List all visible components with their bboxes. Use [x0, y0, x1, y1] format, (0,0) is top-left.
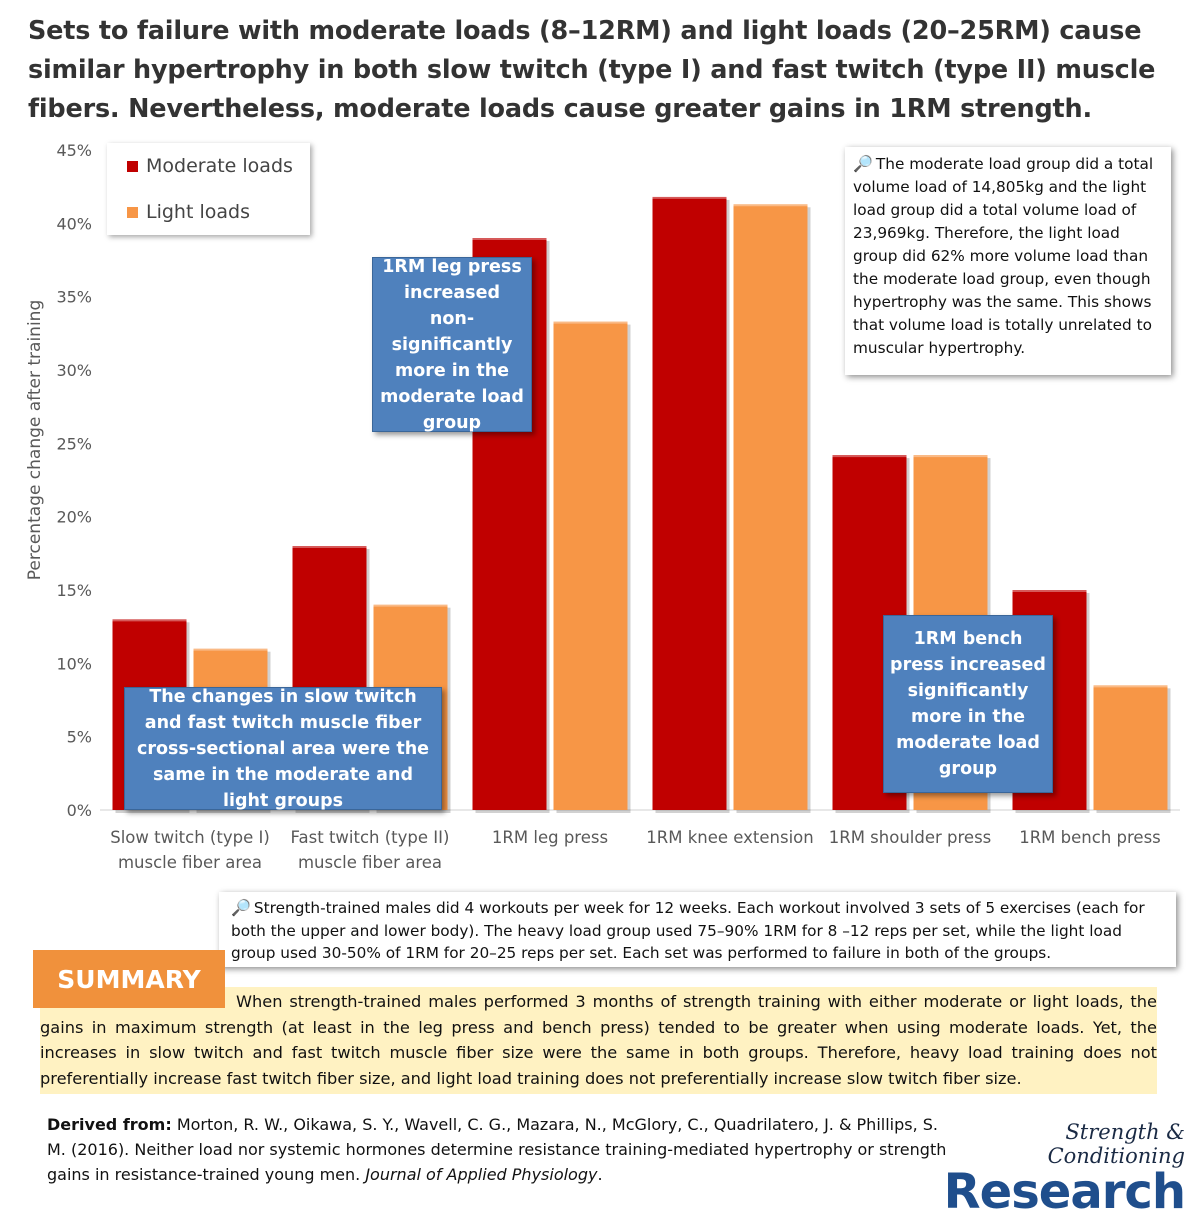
- y-tick-label: 10%: [56, 654, 92, 673]
- y-tick-label: 20%: [56, 508, 92, 527]
- volume-note-text: The moderate load group did a total volu…: [853, 155, 1154, 357]
- methods-note-text: Strength-trained males did 4 workouts pe…: [231, 899, 1145, 962]
- citation: Derived from: Morton, R. W., Oikawa, S. …: [47, 1112, 947, 1187]
- y-tick-label: 0%: [67, 801, 92, 820]
- volume-note: 🔎 The moderate load group did a total vol…: [845, 147, 1171, 375]
- logo-bottom: Research: [943, 1164, 1186, 1220]
- citation-label: Derived from:: [47, 1115, 172, 1134]
- chart-title: Sets to failure with moderate loads (8–1…: [28, 16, 1156, 124]
- y-tick-label: 40%: [56, 214, 92, 233]
- legend-item-light: Light loads: [127, 201, 250, 223]
- methods-note: 🔎 Strength-trained males did 4 workouts p…: [219, 892, 1176, 967]
- legend-item-moderate: Moderate loads: [127, 155, 293, 177]
- y-tick-label: 30%: [56, 361, 92, 380]
- y-tick-label: 25%: [56, 434, 92, 453]
- x-tick-label: 1RM bench press: [1019, 828, 1161, 847]
- y-tick-label: 5%: [67, 728, 92, 747]
- callout-bench-press-text: 1RM bench press increased significantly …: [890, 629, 1046, 779]
- y-tick-label: 45%: [56, 141, 92, 160]
- x-tick-label: Fast twitch (type II): [291, 828, 450, 847]
- bar-light: [553, 321, 628, 810]
- bar-light: [1093, 685, 1168, 810]
- magnifier-icon: 🔎: [231, 898, 251, 917]
- summary-background: [40, 987, 1157, 1094]
- summary-text: When strength-trained males performed 3 …: [40, 992, 1157, 1088]
- logo-top: Strength & Conditioning: [1047, 1120, 1185, 1168]
- citation-end: .: [597, 1165, 603, 1184]
- x-tick-label: 1RM shoulder press: [829, 828, 992, 847]
- x-tick-label: 1RM leg press: [492, 828, 608, 847]
- callout-fiber: The changes in slow twitch and fast twit…: [124, 687, 442, 811]
- legend-label-light: Light loads: [146, 201, 250, 223]
- chart-legend: Moderate loads Light loads: [107, 143, 310, 235]
- legend-swatch-moderate: [127, 160, 138, 172]
- callout-bench-press: 1RM bench press increased significantly …: [883, 615, 1053, 793]
- logo: Strength & Conditioning Research: [935, 1120, 1186, 1220]
- callout-leg-press-text: 1RM leg press increased non-significantl…: [380, 256, 524, 433]
- callout-leg-press: 1RM leg press increased non-significantl…: [372, 257, 532, 433]
- magnifier-icon: 🔎: [853, 154, 873, 173]
- legend-swatch-light: [127, 206, 138, 218]
- y-tick-label: 15%: [56, 581, 92, 600]
- bar-light: [733, 204, 808, 810]
- x-tick-label: 1RM knee extension: [646, 828, 813, 847]
- y-tick-label: 35%: [56, 288, 92, 307]
- x-tick-label: muscle fiber area: [118, 853, 262, 872]
- x-tick-label: muscle fiber area: [298, 853, 442, 872]
- citation-text: Morton, R. W., Oikawa, S. Y., Wavell, C.…: [47, 1115, 947, 1184]
- summary-label: SUMMARY: [33, 950, 225, 1008]
- y-axis-label: Percentage change after training: [25, 300, 45, 580]
- citation-journal: Journal of Applied Physiology: [365, 1165, 598, 1184]
- bar-moderate: [652, 196, 727, 810]
- x-tick-label: Slow twitch (type I): [110, 828, 270, 847]
- callout-fiber-text: The changes in slow twitch and fast twit…: [136, 686, 430, 811]
- legend-label-moderate: Moderate loads: [146, 155, 293, 177]
